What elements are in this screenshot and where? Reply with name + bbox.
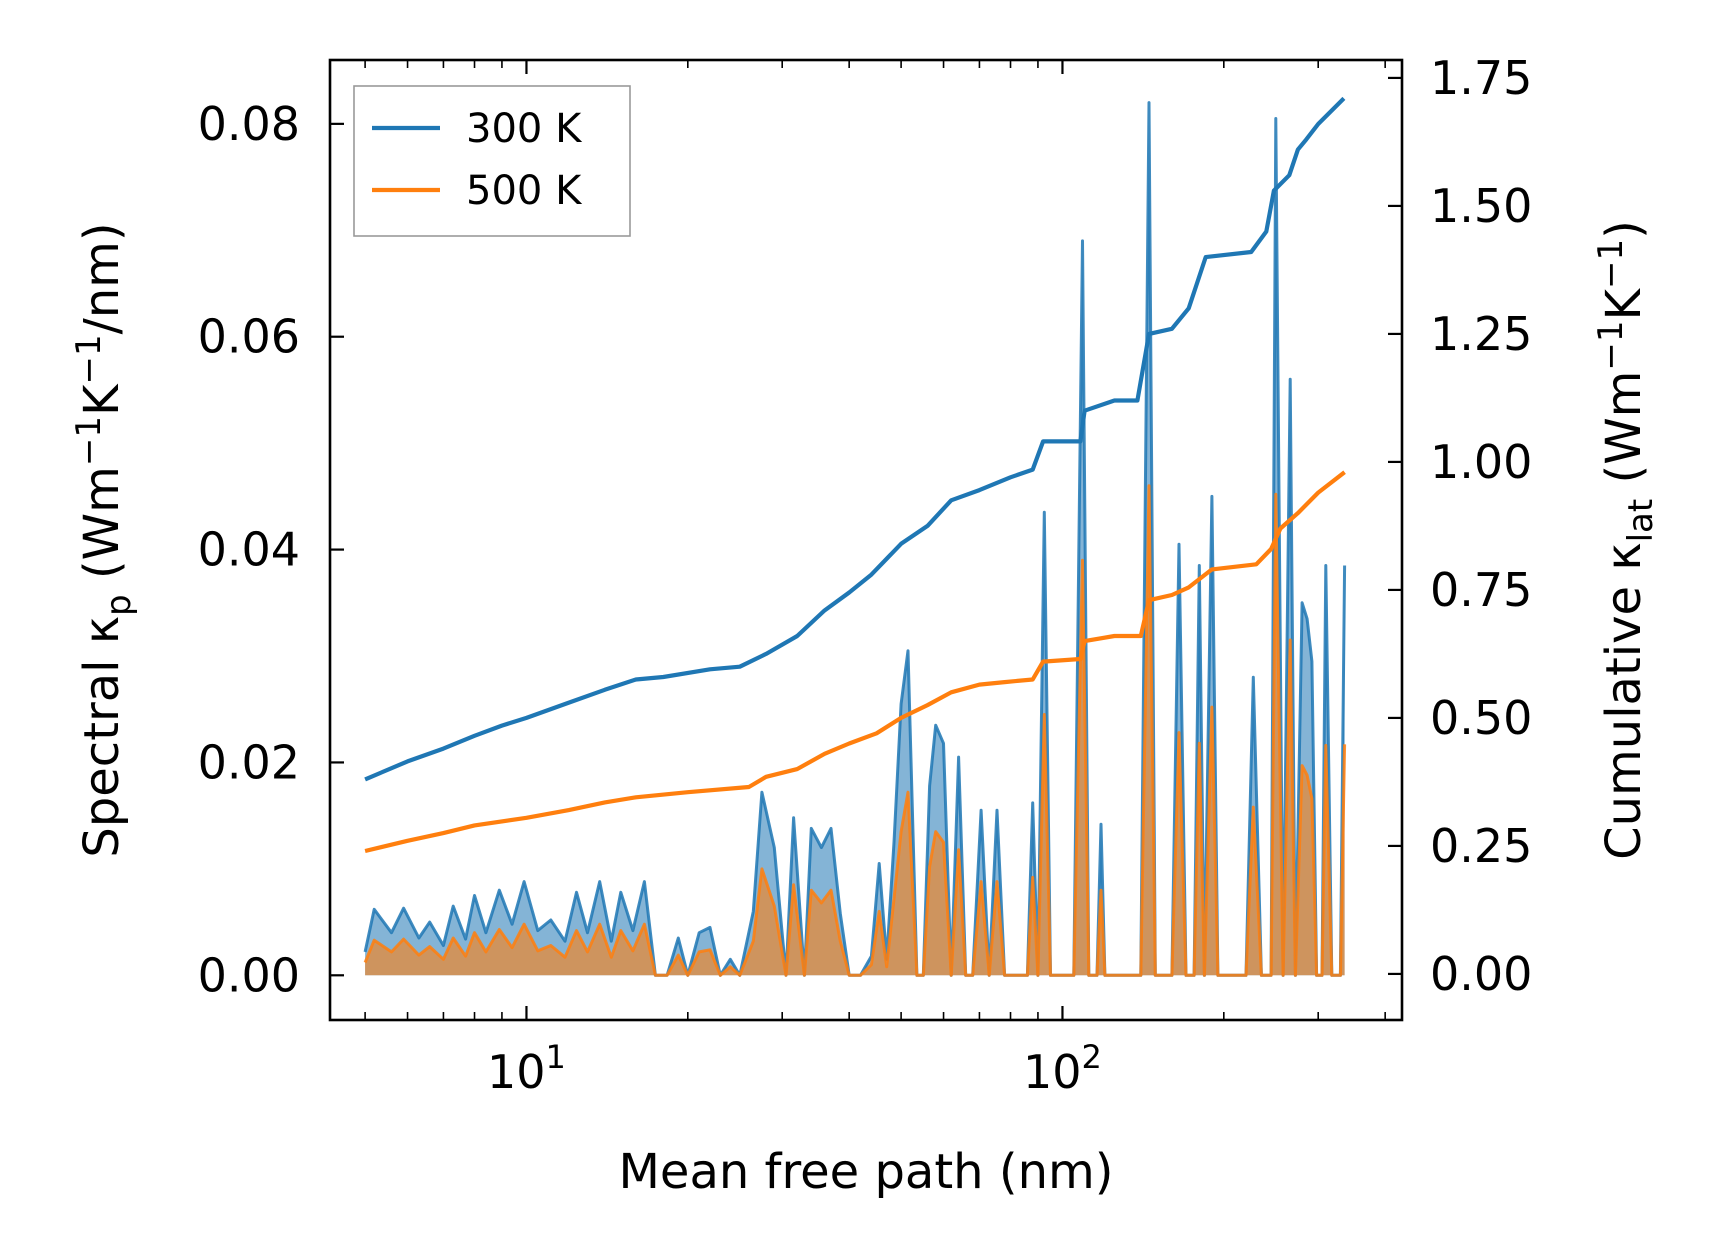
x-axis-label: Mean free path (nm) xyxy=(619,1144,1114,1200)
left-y-axis-label-text: Spectral κp (Wm−1K−1/nm) xyxy=(69,222,139,857)
right-y-tick-label: 1.75 xyxy=(1430,51,1532,105)
left-y-tick-label: 0.00 xyxy=(198,948,300,1002)
left-y-axis-label-part: (Wm xyxy=(74,466,130,594)
left-y-axis-label-part: −1 xyxy=(69,416,109,466)
axis-layer: 101 1020.000.020.040.060.080.000.250.500.… xyxy=(69,51,1661,1200)
plot-frame xyxy=(328,58,1404,1022)
right-y-tick-label: 1.50 xyxy=(1430,179,1532,233)
right-y-tick-label: 0.75 xyxy=(1430,563,1532,617)
plot-layer xyxy=(363,96,1347,977)
right-y-axis-label-part: −1 xyxy=(1591,239,1631,289)
left-y-tick-label: 0.04 xyxy=(198,523,300,577)
legend-label-500k: 500 K xyxy=(466,168,583,214)
spectral-line-500k xyxy=(363,484,1347,977)
right-y-axis-label: Cumulative κlat (Wm−1K−1) xyxy=(1591,220,1661,860)
right-y-tick-label: 0.00 xyxy=(1430,947,1532,1001)
legend-label-300k: 300 K xyxy=(466,106,583,152)
left-y-tick-label: 0.08 xyxy=(198,97,300,151)
legend-box xyxy=(353,85,631,237)
x-tick-exponent: 1 xyxy=(546,1038,566,1076)
legend: 300 K 500 K xyxy=(353,85,631,237)
right-y-axis-label-part: Cumulative κ xyxy=(1596,542,1652,860)
left-y-tick-label: 0.02 xyxy=(198,735,300,789)
right-y-axis-label-part: K xyxy=(1596,287,1652,320)
cumulative-line-500k xyxy=(364,470,1346,854)
cumulative-line-300k xyxy=(364,96,1346,782)
left-y-axis-label: Spectral κp (Wm−1K−1/nm) xyxy=(69,222,139,857)
right-y-axis-label-part: lat xyxy=(1621,499,1661,543)
right-y-axis-label-part: ) xyxy=(1596,220,1652,239)
left-y-axis-label-part: K xyxy=(74,383,130,416)
x-tick-exponent: 2 xyxy=(1082,1038,1102,1076)
right-y-axis-label-part: (Wm xyxy=(1596,371,1652,499)
right-y-axis-label-part: −1 xyxy=(1591,320,1631,370)
right-y-tick-label: 0.50 xyxy=(1430,691,1532,745)
left-y-axis-label-part: Spectral κ xyxy=(74,616,130,858)
left-y-axis-label-part: −1 xyxy=(69,334,109,384)
right-y-axis-label-text: Cumulative κlat (Wm−1K−1) xyxy=(1591,220,1661,860)
left-y-axis-label-part: p xyxy=(99,594,139,616)
right-y-tick-label: 1.00 xyxy=(1430,435,1532,489)
left-y-tick-label: 0.06 xyxy=(198,310,300,364)
right-y-tick-label: 0.25 xyxy=(1430,819,1532,873)
spectral-fill-500k xyxy=(365,485,1345,976)
right-y-tick-label: 1.25 xyxy=(1430,307,1532,361)
left-y-axis-label-part: /nm) xyxy=(74,222,130,334)
